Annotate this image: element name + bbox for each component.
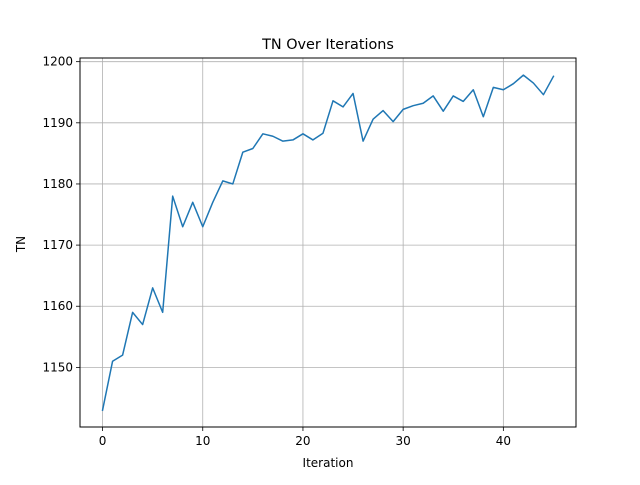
y-axis-label: TN bbox=[14, 236, 28, 253]
chart-title: TN Over Iterations bbox=[261, 37, 394, 53]
plot-frame bbox=[79, 57, 577, 428]
x-tick-label: 30 bbox=[396, 434, 411, 448]
series-line bbox=[101, 74, 555, 412]
y-tick-label: 1170 bbox=[42, 238, 73, 252]
x-tick-label: 0 bbox=[99, 434, 107, 448]
y-tick-label: 1200 bbox=[42, 55, 73, 69]
x-axis-label: Iteration bbox=[303, 456, 354, 470]
x-tick-label: 10 bbox=[195, 434, 210, 448]
y-tick-label: 1190 bbox=[42, 116, 73, 130]
y-tick-label: 1180 bbox=[42, 177, 73, 191]
ticks: 0 10 20 30 40 1150 1160 1170 1180 1190 1200 bbox=[42, 55, 511, 448]
series-layer bbox=[101, 74, 555, 412]
x-tick-label: 40 bbox=[496, 434, 511, 448]
x-tick-label: 20 bbox=[295, 434, 310, 448]
y-tick-label: 1160 bbox=[42, 299, 73, 313]
y-tick-label: 1150 bbox=[42, 360, 73, 374]
